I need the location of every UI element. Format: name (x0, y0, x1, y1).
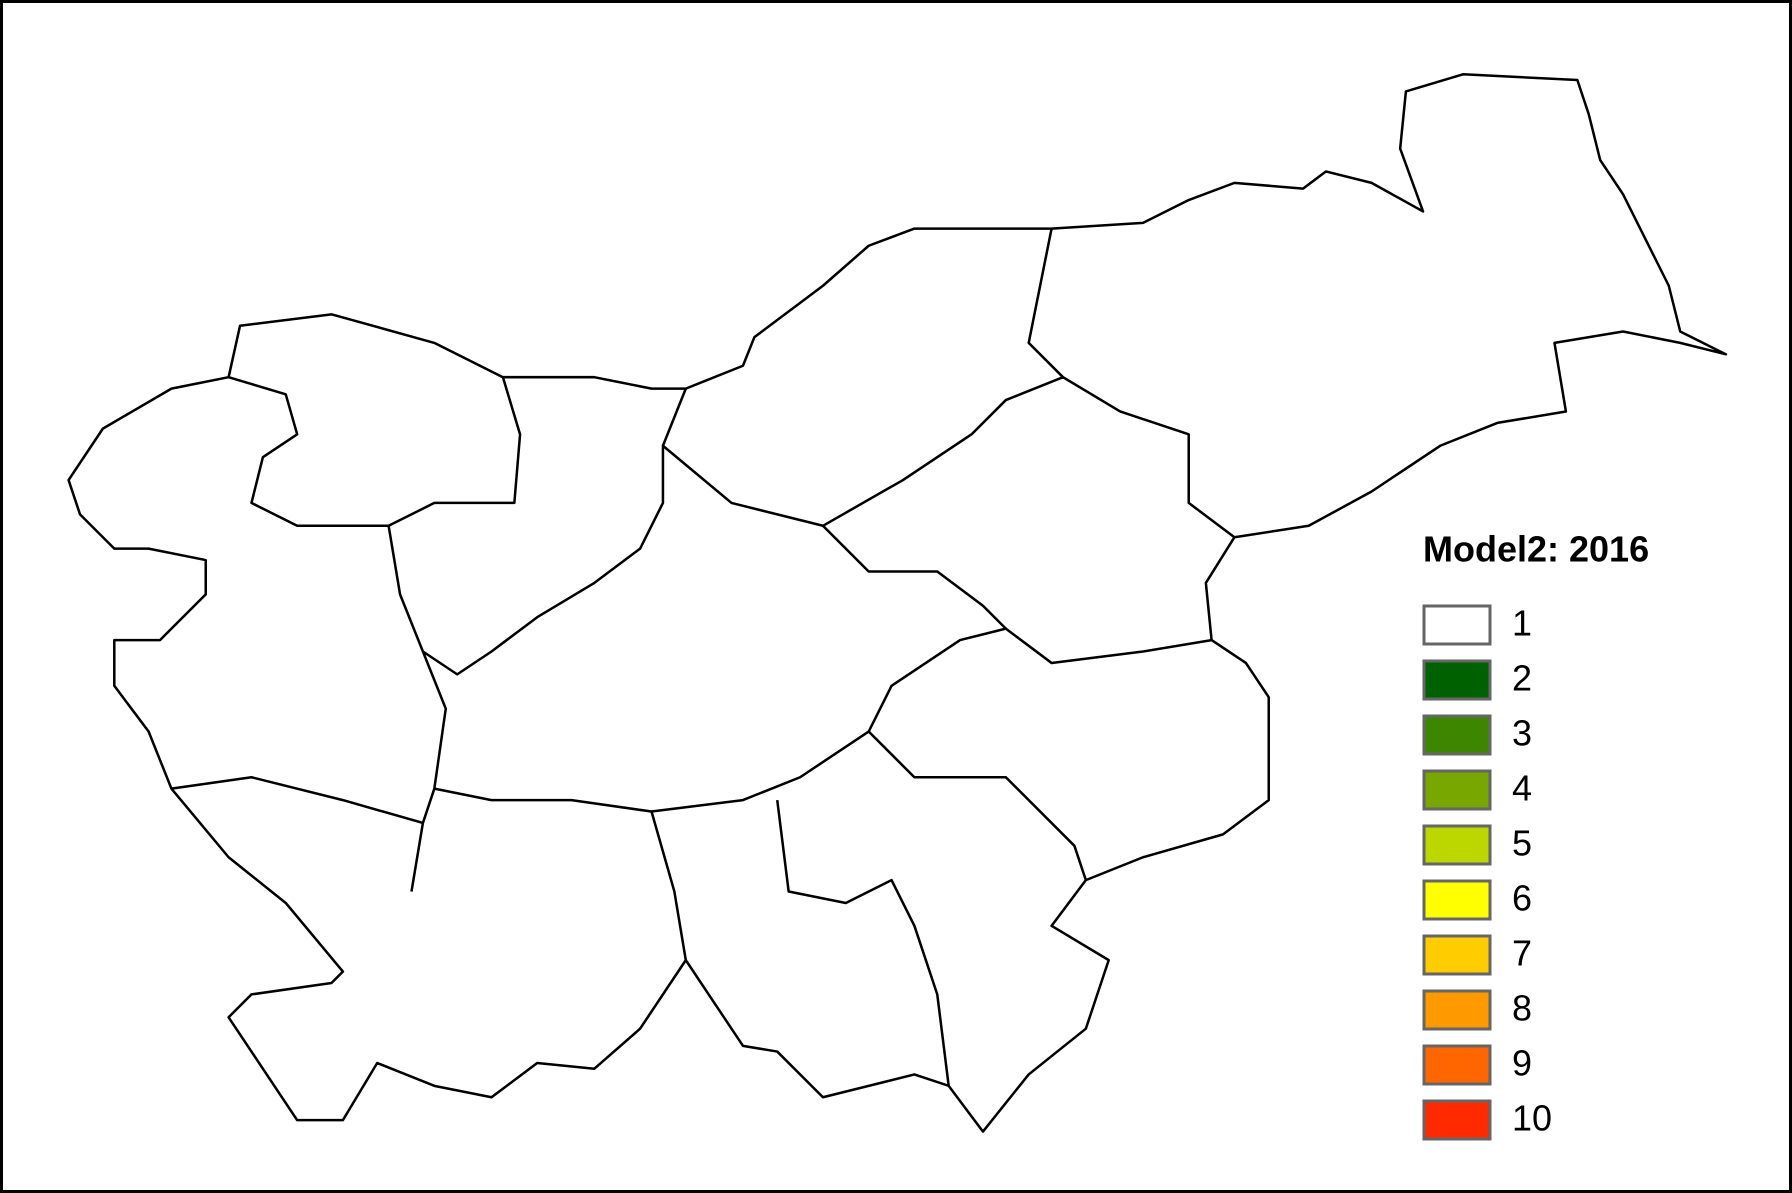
legend-label: 9 (1512, 1043, 1532, 1084)
country (67, 73, 1728, 1133)
legend-label: 7 (1512, 933, 1532, 974)
region-border (171, 775, 424, 825)
legend-label: 6 (1512, 878, 1532, 919)
legend-swatch (1422, 824, 1492, 866)
legend-swatch (1422, 659, 1492, 701)
legend-label: 10 (1512, 1098, 1552, 1139)
region-border (662, 375, 1236, 539)
legend-title: Model2: 2016 (1423, 529, 1649, 570)
legend-swatch (1422, 989, 1492, 1031)
legend-label: 2 (1512, 658, 1532, 699)
region-border (1027, 228, 1064, 379)
region-border (387, 388, 687, 676)
legend: Model2: 2016 1 2 3 4 5 6 7 8 9 10 (1422, 529, 1649, 1141)
region-border (228, 375, 522, 528)
legend-label: 8 (1512, 988, 1532, 1029)
region-border (1005, 627, 1212, 665)
legend-swatch (1422, 714, 1492, 756)
legend-swatch (1422, 1099, 1492, 1141)
legend-label: 3 (1512, 713, 1532, 754)
region-border (650, 811, 688, 961)
region-border (434, 524, 1008, 813)
legend-swatch (1422, 1044, 1492, 1086)
legend-label: 4 (1512, 768, 1532, 809)
region-border (775, 799, 950, 1087)
region-border (867, 730, 1088, 881)
legend-label: 5 (1512, 823, 1532, 864)
legend-swatch (1422, 604, 1492, 646)
legend-swatch (1422, 879, 1492, 921)
legend-label: 1 (1512, 603, 1532, 644)
region-border (410, 651, 448, 892)
legend-swatch (1422, 769, 1492, 811)
country-outline (67, 73, 1728, 1133)
legend-swatch (1422, 934, 1492, 976)
